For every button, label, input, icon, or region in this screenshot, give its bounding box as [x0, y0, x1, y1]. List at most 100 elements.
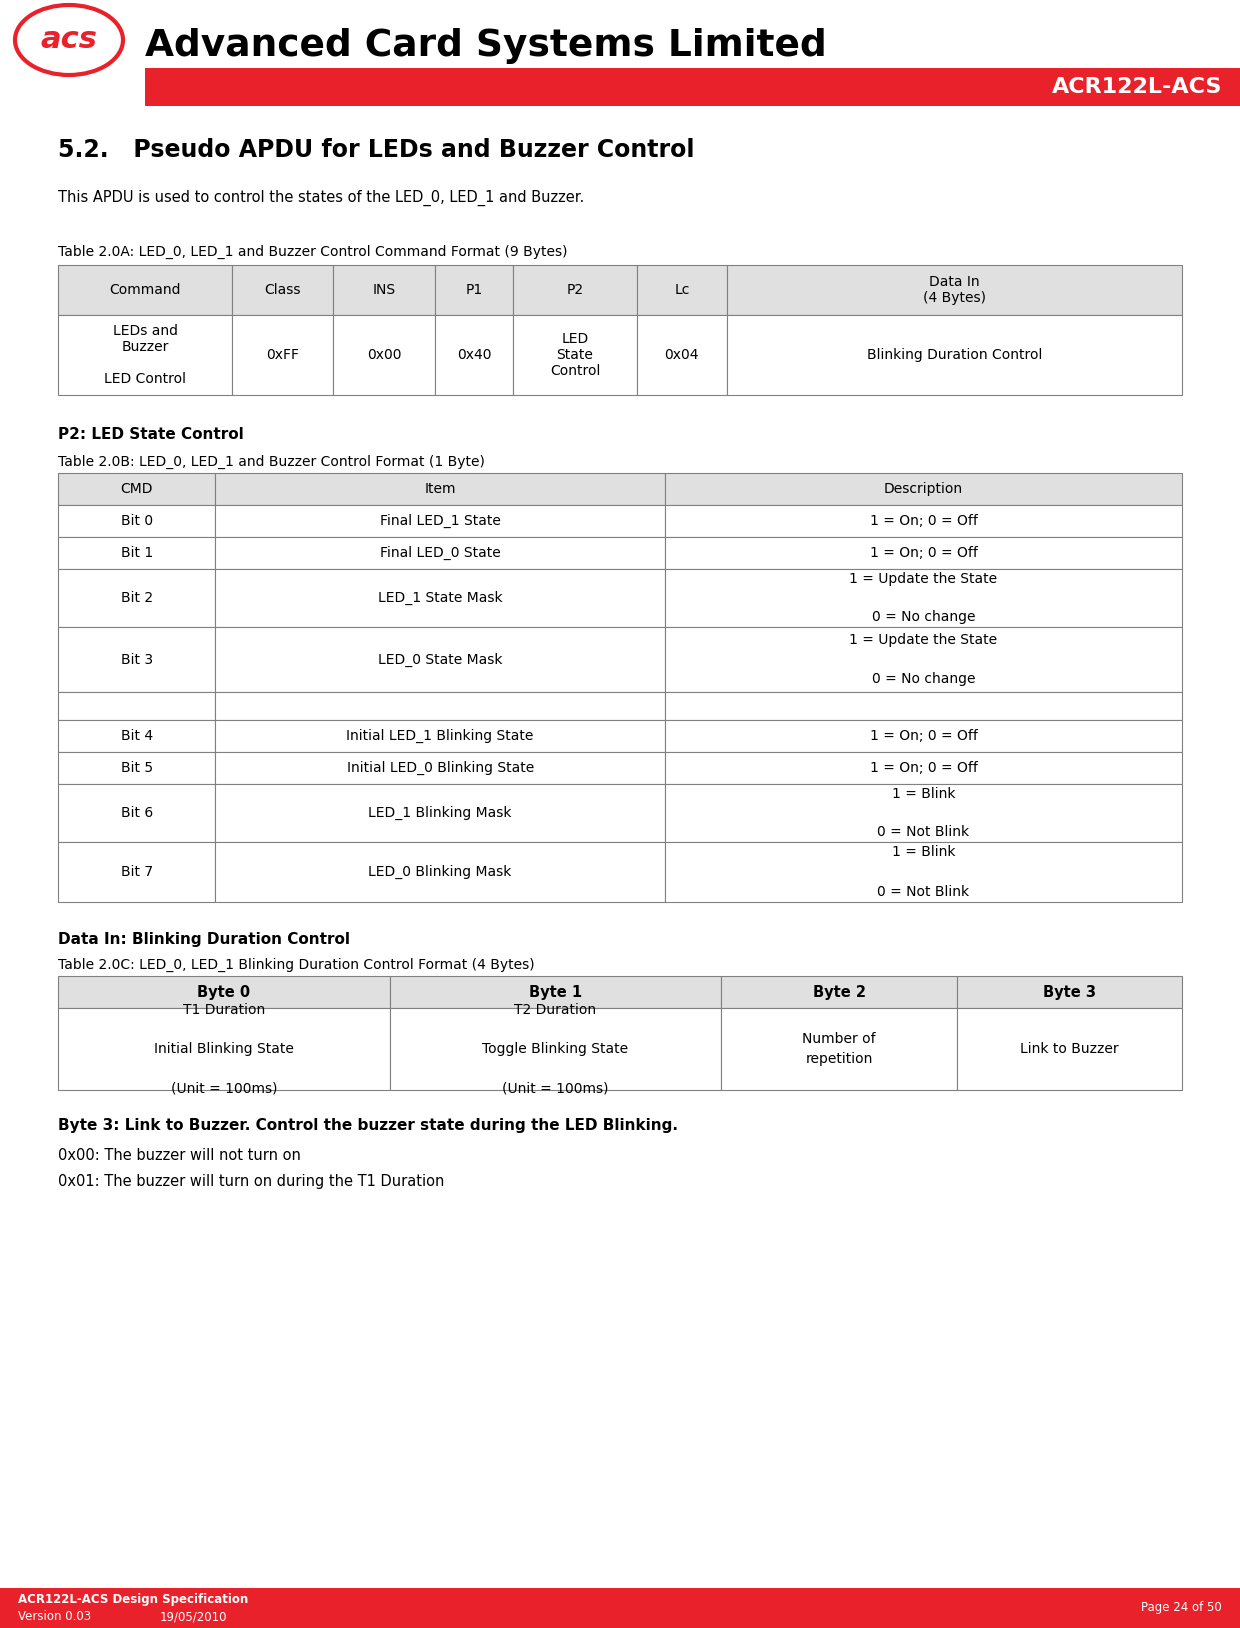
Text: acs: acs: [41, 26, 98, 54]
Bar: [58, 785, 216, 842]
Bar: [216, 692, 665, 720]
Text: 1 = On; 0 = Off: 1 = On; 0 = Off: [869, 760, 977, 775]
Bar: [145, 68, 1240, 106]
Text: Byte 0: Byte 0: [197, 985, 250, 1000]
Bar: [58, 977, 389, 1008]
Bar: [58, 265, 232, 314]
Bar: [389, 977, 722, 1008]
Text: 1 = Blink

0 = Not Blink: 1 = Blink 0 = Not Blink: [878, 786, 970, 840]
Text: Page 24 of 50: Page 24 of 50: [1141, 1602, 1221, 1615]
Bar: [58, 842, 216, 902]
Text: Bit 7: Bit 7: [120, 864, 153, 879]
Text: Table 2.0C: LED_0, LED_1 Blinking Duration Control Format (4 Bytes): Table 2.0C: LED_0, LED_1 Blinking Durati…: [58, 957, 534, 972]
Text: Final LED_1 State: Final LED_1 State: [379, 514, 501, 527]
Bar: [665, 570, 1182, 627]
Text: Class: Class: [264, 283, 301, 296]
Text: P1: P1: [465, 283, 482, 296]
Text: Version 0.03: Version 0.03: [19, 1610, 91, 1623]
Bar: [665, 627, 1182, 692]
Bar: [665, 752, 1182, 785]
Text: T2 Duration

Toggle Blinking State

(Unit = 100ms): T2 Duration Toggle Blinking State (Unit …: [482, 1003, 629, 1096]
Bar: [216, 570, 665, 627]
Bar: [58, 505, 216, 537]
Text: 0x01: The buzzer will turn on during the T1 Duration: 0x01: The buzzer will turn on during the…: [58, 1174, 444, 1188]
Text: Number of
repetition: Number of repetition: [802, 1032, 875, 1066]
Bar: [0, 0, 1240, 111]
Text: INS: INS: [372, 283, 396, 296]
Text: Initial LED_0 Blinking State: Initial LED_0 Blinking State: [346, 760, 533, 775]
Bar: [58, 752, 216, 785]
Text: Data In
(4 Bytes): Data In (4 Bytes): [923, 275, 986, 304]
Text: Advanced Card Systems Limited: Advanced Card Systems Limited: [145, 28, 827, 63]
Text: Bit 4: Bit 4: [120, 729, 153, 742]
Text: CMD: CMD: [120, 482, 153, 497]
Bar: [58, 1008, 389, 1091]
Bar: [957, 1008, 1182, 1091]
Bar: [58, 474, 216, 505]
Text: Bit 1: Bit 1: [120, 545, 153, 560]
Bar: [722, 1008, 957, 1091]
Text: 0x40: 0x40: [456, 348, 491, 361]
Bar: [665, 474, 1182, 505]
Text: LED_0 State Mask: LED_0 State Mask: [378, 653, 502, 666]
Bar: [216, 627, 665, 692]
Text: ACR122L-ACS: ACR122L-ACS: [1052, 77, 1221, 98]
Bar: [216, 752, 665, 785]
Text: Blinking Duration Control: Blinking Duration Control: [867, 348, 1042, 361]
Text: 1 = On; 0 = Off: 1 = On; 0 = Off: [869, 514, 977, 527]
Bar: [389, 1008, 722, 1091]
Bar: [513, 314, 637, 396]
Text: Bit 2: Bit 2: [120, 591, 153, 606]
Bar: [637, 265, 727, 314]
Text: 1 = On; 0 = Off: 1 = On; 0 = Off: [869, 729, 977, 742]
Text: 1 = On; 0 = Off: 1 = On; 0 = Off: [869, 545, 977, 560]
Text: 1 = Update the State

0 = No change: 1 = Update the State 0 = No change: [849, 633, 997, 685]
Bar: [727, 314, 1182, 396]
Text: Lc: Lc: [675, 283, 689, 296]
Bar: [665, 785, 1182, 842]
Text: LED_1 State Mask: LED_1 State Mask: [378, 591, 502, 606]
Bar: [665, 537, 1182, 570]
Bar: [513, 265, 637, 314]
Text: P2: P2: [567, 283, 584, 296]
Text: 0x00: 0x00: [367, 348, 402, 361]
Text: LED_0 Blinking Mask: LED_0 Blinking Mask: [368, 864, 512, 879]
Bar: [957, 977, 1182, 1008]
Text: Byte 2: Byte 2: [812, 985, 866, 1000]
Bar: [232, 314, 334, 396]
Text: Initial LED_1 Blinking State: Initial LED_1 Blinking State: [346, 729, 534, 742]
Bar: [58, 537, 216, 570]
Bar: [216, 505, 665, 537]
Text: Description: Description: [884, 482, 963, 497]
Text: Bit 5: Bit 5: [120, 760, 153, 775]
Bar: [665, 720, 1182, 752]
Text: This APDU is used to control the states of the LED_0, LED_1 and Buzzer.: This APDU is used to control the states …: [58, 190, 584, 207]
Bar: [637, 314, 727, 396]
Text: LEDs and
Buzzer

LED Control: LEDs and Buzzer LED Control: [104, 324, 186, 386]
Bar: [722, 977, 957, 1008]
Bar: [216, 474, 665, 505]
Bar: [665, 692, 1182, 720]
Text: Final LED_0 State: Final LED_0 State: [379, 545, 501, 560]
Bar: [0, 1587, 1240, 1628]
Bar: [232, 265, 334, 314]
Text: Bit 3: Bit 3: [120, 653, 153, 666]
Text: Table 2.0A: LED_0, LED_1 and Buzzer Control Command Format (9 Bytes): Table 2.0A: LED_0, LED_1 and Buzzer Cont…: [58, 244, 568, 259]
Bar: [434, 265, 513, 314]
Bar: [727, 265, 1182, 314]
Bar: [434, 314, 513, 396]
Text: Link to Buzzer: Link to Buzzer: [1021, 1042, 1118, 1057]
Bar: [58, 692, 216, 720]
Bar: [216, 842, 665, 902]
Text: Data In: Blinking Duration Control: Data In: Blinking Duration Control: [58, 931, 350, 947]
Bar: [216, 720, 665, 752]
Bar: [216, 537, 665, 570]
Bar: [58, 720, 216, 752]
Bar: [334, 265, 434, 314]
Text: Bit 6: Bit 6: [120, 806, 153, 821]
Bar: [665, 842, 1182, 902]
Text: T1 Duration

Initial Blinking State

(Unit = 100ms): T1 Duration Initial Blinking State (Unit…: [154, 1003, 294, 1096]
Text: Byte 1: Byte 1: [528, 985, 582, 1000]
Ellipse shape: [15, 5, 123, 75]
Text: 5.2.   Pseudo APDU for LEDs and Buzzer Control: 5.2. Pseudo APDU for LEDs and Buzzer Con…: [58, 138, 694, 163]
